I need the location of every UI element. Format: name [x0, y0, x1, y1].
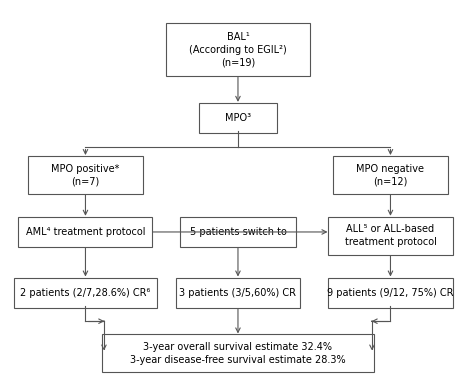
Text: BAL¹
(According to EGIL²)
(n=19): BAL¹ (According to EGIL²) (n=19) [189, 32, 287, 68]
Text: 2 patients (2/7,28.6%) CR⁶: 2 patients (2/7,28.6%) CR⁶ [20, 288, 151, 298]
FancyBboxPatch shape [27, 156, 143, 194]
Text: MPO positive*
(n=7): MPO positive* (n=7) [51, 164, 119, 186]
FancyBboxPatch shape [175, 277, 301, 308]
FancyBboxPatch shape [14, 277, 157, 308]
FancyBboxPatch shape [18, 217, 153, 247]
Text: AML⁴ treatment protocol: AML⁴ treatment protocol [26, 227, 145, 237]
FancyBboxPatch shape [199, 103, 277, 133]
FancyBboxPatch shape [180, 217, 296, 247]
FancyBboxPatch shape [328, 217, 453, 255]
Text: 3-year overall survival estimate 32.4%
3-year disease-free survival estimate 28.: 3-year overall survival estimate 32.4% 3… [130, 342, 346, 365]
FancyBboxPatch shape [101, 334, 374, 372]
Text: MPO³: MPO³ [225, 113, 251, 123]
Text: MPO negative
(n=12): MPO negative (n=12) [356, 164, 425, 186]
FancyBboxPatch shape [333, 156, 448, 194]
FancyBboxPatch shape [328, 277, 453, 308]
Text: 9 patients (9/12, 75%) CR: 9 patients (9/12, 75%) CR [327, 288, 454, 298]
Text: ALL⁵ or ALL-based
treatment protocol: ALL⁵ or ALL-based treatment protocol [345, 224, 437, 247]
Text: 5 patients switch to: 5 patients switch to [190, 227, 286, 237]
FancyBboxPatch shape [166, 23, 310, 76]
Text: 3 patients (3/5,60%) CR: 3 patients (3/5,60%) CR [180, 288, 296, 298]
